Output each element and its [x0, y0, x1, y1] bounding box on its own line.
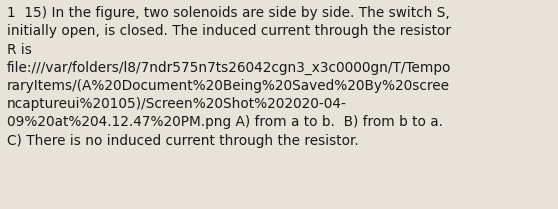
- Text: 1  15) In the figure, two solenoids are side by side. The switch S,
initially op: 1 15) In the figure, two solenoids are s…: [7, 6, 451, 148]
